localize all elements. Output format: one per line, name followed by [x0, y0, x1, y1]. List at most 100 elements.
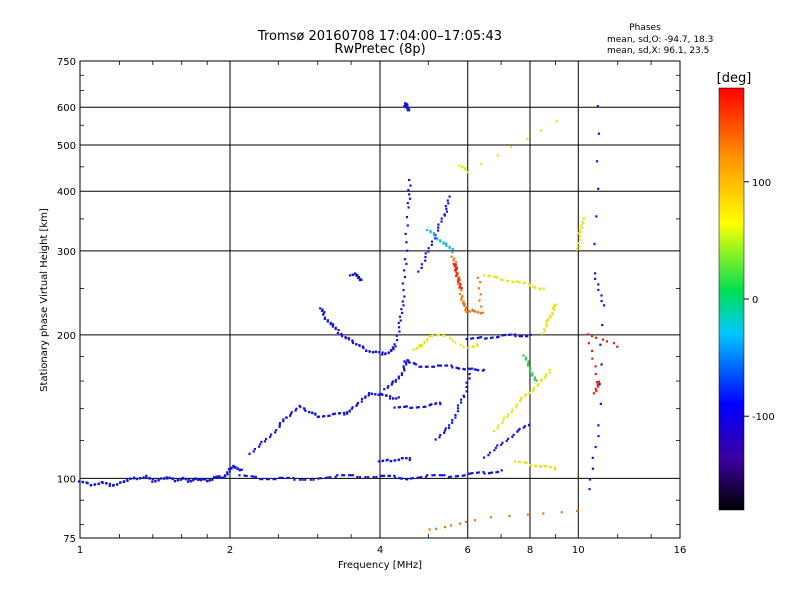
data-point — [479, 281, 482, 284]
data-point — [367, 394, 370, 397]
data-point — [434, 233, 437, 237]
data-point — [469, 367, 472, 371]
data-point — [527, 362, 530, 365]
data-point — [420, 343, 423, 346]
data-point — [533, 376, 536, 379]
data-point — [407, 108, 410, 111]
data-point — [351, 273, 354, 276]
data-point — [250, 475, 253, 478]
y-tick-label: 400 — [57, 187, 76, 198]
data-point — [471, 337, 475, 340]
data-point — [520, 396, 523, 399]
data-point — [281, 476, 284, 480]
y-tick-label: 750 — [57, 57, 76, 68]
data-point — [438, 474, 442, 477]
data-point — [319, 307, 322, 310]
data-point — [427, 250, 430, 253]
data-point — [203, 478, 207, 481]
data-point — [360, 278, 363, 282]
data-point — [157, 478, 160, 482]
data-point — [509, 333, 512, 336]
data-point — [112, 483, 115, 487]
data-point — [446, 199, 449, 202]
data-point — [455, 274, 458, 278]
data-point — [475, 368, 478, 371]
data-point — [407, 188, 410, 192]
data-point — [591, 467, 595, 470]
data-point — [311, 412, 314, 415]
data-point — [579, 230, 582, 233]
data-point — [166, 477, 169, 480]
data-point — [329, 476, 332, 479]
data-point — [594, 365, 597, 368]
data-point — [524, 358, 527, 361]
data-point — [274, 478, 277, 481]
data-point — [116, 483, 119, 486]
data-point — [443, 431, 446, 434]
data-point — [476, 336, 479, 340]
data-points — [77, 102, 619, 531]
data-point — [356, 403, 359, 406]
y-tick-label: 200 — [57, 331, 76, 342]
data-point — [329, 321, 332, 324]
data-point — [264, 438, 268, 441]
data-point — [467, 472, 471, 475]
data-point — [289, 412, 293, 416]
data-point — [356, 401, 360, 405]
data-point — [445, 243, 448, 246]
data-point — [424, 365, 428, 368]
data-point — [401, 282, 404, 285]
data-point — [366, 475, 370, 479]
data-point — [522, 426, 525, 429]
data-point — [551, 313, 554, 316]
data-point — [405, 457, 408, 460]
data-point — [223, 474, 227, 477]
data-point — [357, 276, 360, 280]
data-point — [528, 370, 531, 373]
data-point — [257, 445, 261, 448]
data-point — [348, 409, 351, 412]
data-point — [516, 430, 519, 433]
data-point — [455, 272, 458, 275]
data-point — [537, 383, 540, 386]
data-point — [522, 281, 525, 284]
data-point — [476, 344, 479, 348]
data-point — [496, 276, 499, 279]
data-point — [596, 383, 599, 386]
data-point — [400, 372, 404, 375]
data-point — [532, 388, 535, 391]
data-point — [435, 238, 439, 241]
data-point — [506, 415, 509, 419]
data-point — [524, 461, 527, 464]
data-point — [482, 274, 486, 277]
data-point — [513, 333, 516, 336]
data-point — [484, 337, 487, 340]
data-point — [344, 337, 347, 340]
data-point — [402, 304, 405, 307]
data-point — [393, 343, 396, 346]
data-point — [412, 348, 415, 351]
data-point — [377, 460, 380, 463]
data-point — [549, 314, 552, 317]
data-point — [387, 351, 390, 354]
data-point — [458, 164, 461, 167]
data-point — [439, 433, 442, 437]
data-point — [454, 269, 457, 272]
phase-stats-o: mean, sd,O: -94.7, 18.3 — [607, 35, 713, 45]
data-point — [539, 129, 543, 132]
data-point — [440, 217, 443, 220]
data-point — [274, 431, 277, 434]
data-point — [473, 310, 476, 313]
data-point — [453, 265, 456, 268]
data-point — [342, 411, 346, 415]
data-point — [520, 335, 524, 338]
data-point — [430, 240, 434, 243]
data-point — [431, 474, 434, 477]
data-point — [597, 132, 601, 135]
data-point — [406, 359, 409, 362]
data-point — [463, 474, 466, 477]
data-point — [445, 364, 449, 367]
data-point — [539, 288, 542, 291]
data-point — [217, 476, 220, 479]
data-point — [459, 401, 463, 404]
